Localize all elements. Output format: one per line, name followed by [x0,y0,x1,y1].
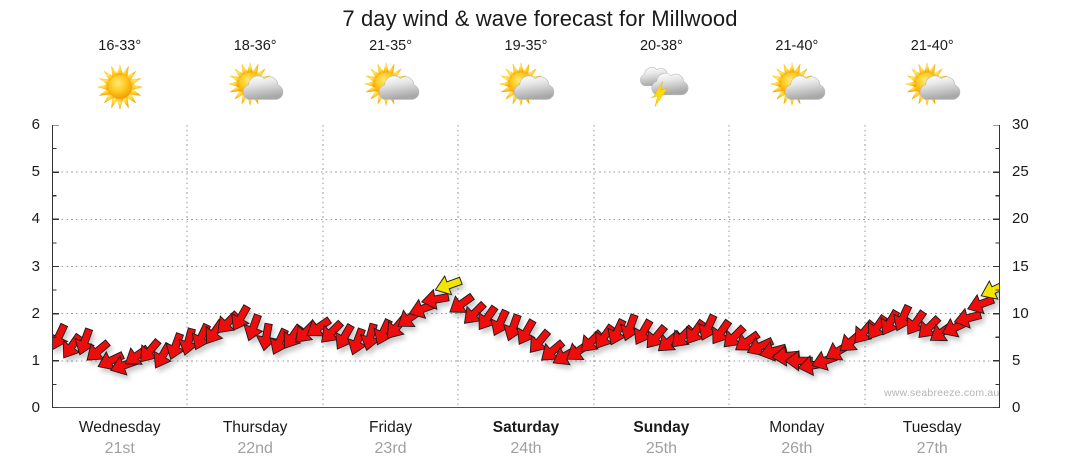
day-label-wednesday: Wednesday 21st [52,418,187,468]
partly-cloudy-icon [358,56,424,116]
y-tick-right-25: 25 [1012,163,1029,181]
wind-arrow [306,316,333,337]
day-label-tuesday: Tuesday 27th [865,418,1000,468]
wind-arrow [980,280,1000,300]
day-header-sunday: 20-38° [594,38,729,122]
y-tick-left-2: 2 [31,304,40,322]
temperature-range: 18-36° [233,38,277,54]
temperature-range: 16-33° [98,38,142,54]
day-label-friday: Friday 23rd [323,418,458,468]
page-title: 7 day wind & wave forecast for Millwood [342,6,738,31]
wind-arrow [243,313,264,342]
wind-arrow [449,292,475,313]
y-tick-right-30: 30 [1012,116,1029,133]
wind-arrow [420,288,450,311]
temperature-range: 21-40° [775,38,819,54]
day-name: Monday [769,419,825,436]
day-header-saturday: 19-35° [458,38,593,122]
wind-arrow-series [52,275,1000,377]
day-header-friday: 21-35° [323,38,458,122]
temperature-range: 20-38° [639,38,683,54]
y-tick-right-0: 0 [1012,399,1021,416]
day-name: Sunday [633,419,690,436]
day-header-wednesday: 16-33° [52,38,187,122]
day-date: 26th [781,440,813,457]
day-header-tuesday: 21-40° [865,38,1000,122]
day-header-monday: 21-40° [729,38,864,122]
thunderstorm-icon [628,56,694,116]
day-name: Tuesday [902,419,962,436]
temperature-range: 19-35° [504,38,548,54]
partly-cloudy-icon [764,56,830,116]
y-tick-left-4: 4 [31,210,40,228]
y-tick-left-0: 0 [31,399,40,416]
y-tick-right-15: 15 [1012,257,1029,275]
wind-arrow [463,300,487,324]
temperature-range: 21-35° [369,38,412,54]
wind-arrow [967,293,996,315]
plot-svg [52,125,1000,408]
day-name: Friday [369,419,413,436]
day-forecast-header: 16-33° 18-36° 21-35° 19-35° 20-38° 21-40° 21-4… [52,38,1000,122]
wind-arrow [86,339,111,361]
day-date: 24th [510,440,542,457]
day-label-thursday: Thursday 22nd [187,418,322,468]
gridlines [52,125,1000,408]
day-label-saturday: Saturday 24th [458,418,593,468]
y-tick-left-3: 3 [31,257,40,275]
watermark: www.seabreeze.com.au [884,387,1000,399]
wind-arrow [231,304,251,331]
day-header-thursday: 18-36° [187,38,322,122]
y-tick-left-5: 5 [31,163,40,181]
day-name: Saturday [492,419,560,436]
day-date: 27th [916,440,948,457]
day-date: 25th [645,440,677,457]
partly-cloudy-icon [899,56,965,116]
partly-cloudy-icon [222,56,288,116]
day-date: 23rd [374,440,407,457]
y-tick-left-6: 6 [31,116,40,133]
y-tick-right-5: 5 [1012,351,1021,369]
y-tick-right-20: 20 [1012,210,1029,228]
sunny-icon [87,56,153,116]
axis-lines [52,125,1000,408]
day-date: 22nd [237,440,273,457]
day-axis-labels: Wednesday 21st Thursday 22nd Friday 23rd Satur… [52,418,1000,468]
day-label-monday: Monday 26th [729,418,864,468]
plot-area [52,125,1000,408]
y-tick-left-1: 1 [31,351,40,369]
wind-arrow [321,319,345,343]
day-name: Wednesday [78,419,161,436]
wind-arrow [758,340,788,362]
y-tick-right-10: 10 [1012,304,1029,322]
wind-arrow [434,275,463,296]
temperature-range: 21-40° [910,38,954,54]
day-name: Thursday [222,419,288,436]
day-date: 21st [104,440,135,457]
partly-cloudy-icon [493,56,559,116]
day-label-sunday: Sunday 25th [594,418,729,468]
wind-arrow [953,307,983,329]
